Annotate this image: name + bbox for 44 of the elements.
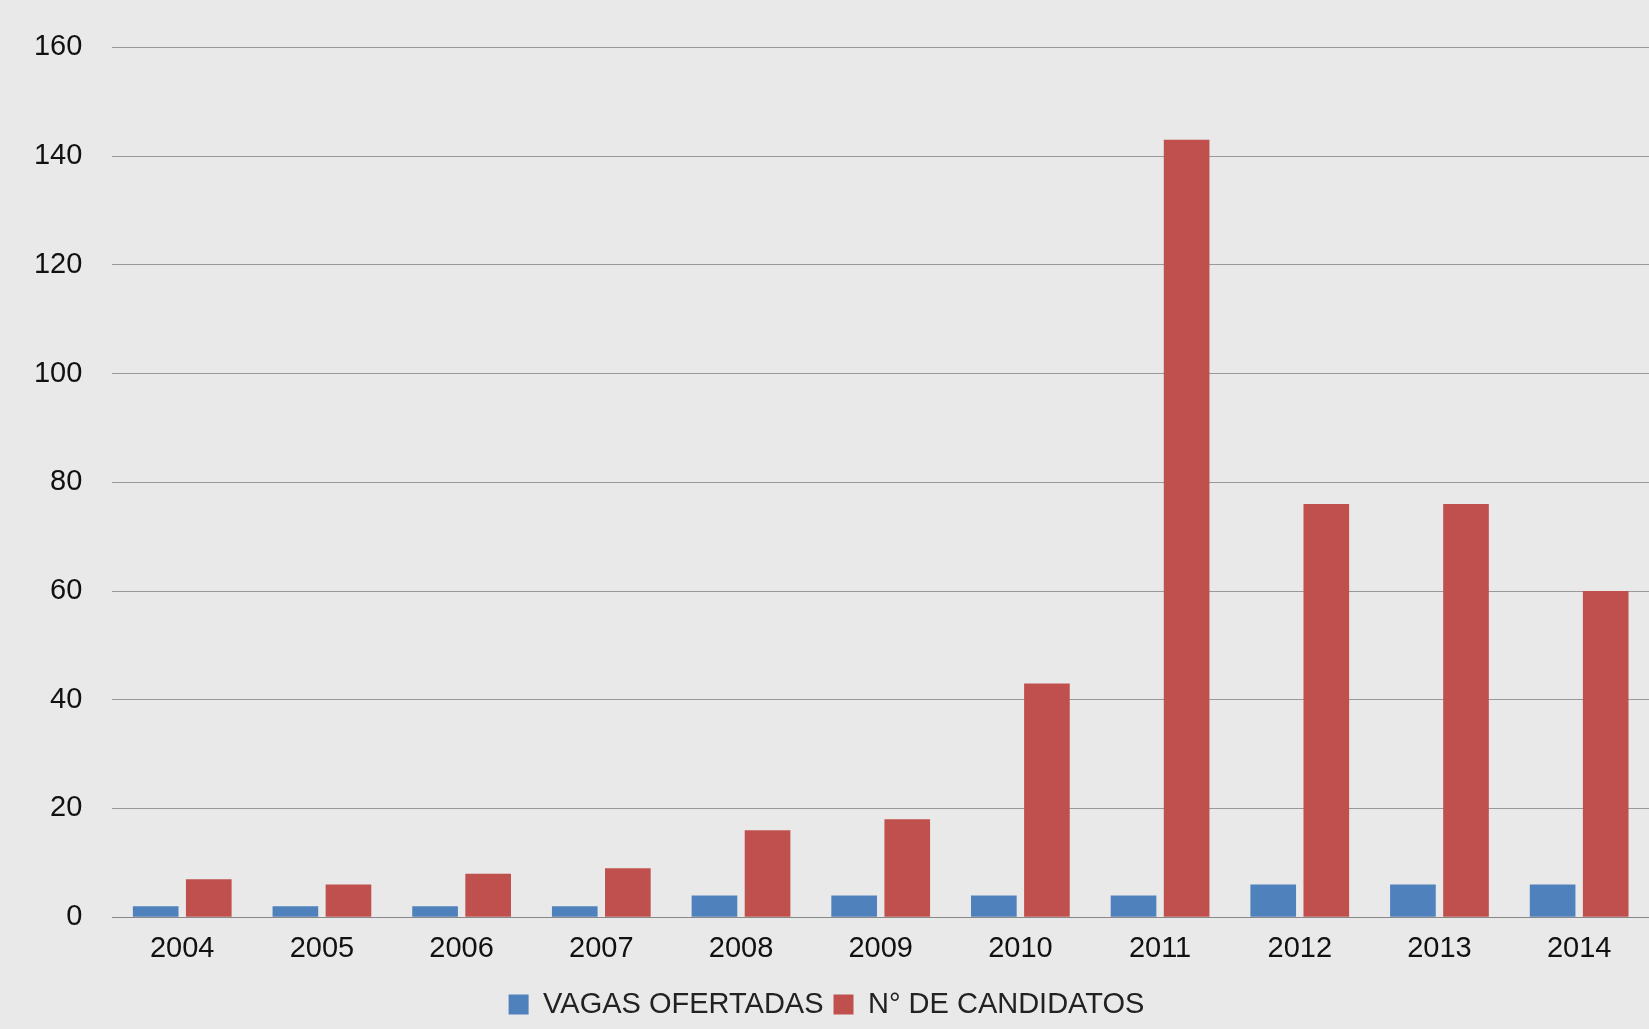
bar: [884, 819, 931, 917]
bar: [551, 906, 598, 917]
x-tick-label: 2006: [429, 930, 494, 963]
y-tick-label: 160: [33, 29, 83, 62]
bar: [831, 895, 877, 917]
bar: [1582, 591, 1629, 917]
legend-label: N° DE CANDIDATOS: [868, 986, 1145, 1019]
y-tick-label: 120: [33, 246, 83, 279]
bar: [185, 879, 232, 917]
x-tick-label: 2007: [569, 930, 634, 963]
bar: [605, 868, 651, 917]
y-tick-label: 40: [50, 681, 83, 714]
x-tick-label: 2005: [289, 930, 355, 963]
x-tick-label: 2009: [848, 930, 913, 963]
bar: [1443, 504, 1489, 917]
x-tick-label: 2012: [1267, 930, 1333, 963]
x-tick-label: 2013: [1407, 930, 1472, 963]
y-tick-label: 60: [50, 573, 83, 606]
bar: [465, 873, 511, 917]
x-tick-label: 2011: [1128, 930, 1192, 963]
x-tick-label: 2008: [708, 930, 774, 963]
bar: [744, 830, 791, 917]
bar: [1163, 139, 1210, 917]
bar: [1303, 504, 1350, 917]
y-tick-label: 100: [33, 355, 83, 388]
y-tick-label: 80: [50, 464, 83, 497]
bar: [272, 906, 319, 917]
bar: [325, 884, 372, 917]
bar: [1250, 884, 1297, 917]
bar: [412, 906, 458, 917]
bar: [1390, 884, 1436, 917]
y-tick-label: 0: [66, 899, 83, 932]
bar: [1110, 895, 1157, 917]
bar: [691, 895, 738, 917]
x-tick-label: 2010: [988, 930, 1053, 963]
y-tick-label: 140: [33, 138, 83, 171]
bar: [132, 906, 179, 917]
x-tick-label: 2004: [149, 930, 215, 963]
x-tick-label: 2014: [1546, 930, 1612, 963]
bar: [971, 895, 1017, 917]
bar: [1024, 683, 1070, 917]
bar: [1529, 884, 1576, 917]
y-tick-label: 20: [50, 790, 83, 823]
legend-label: VAGAS OFERTADAS: [543, 986, 824, 1019]
